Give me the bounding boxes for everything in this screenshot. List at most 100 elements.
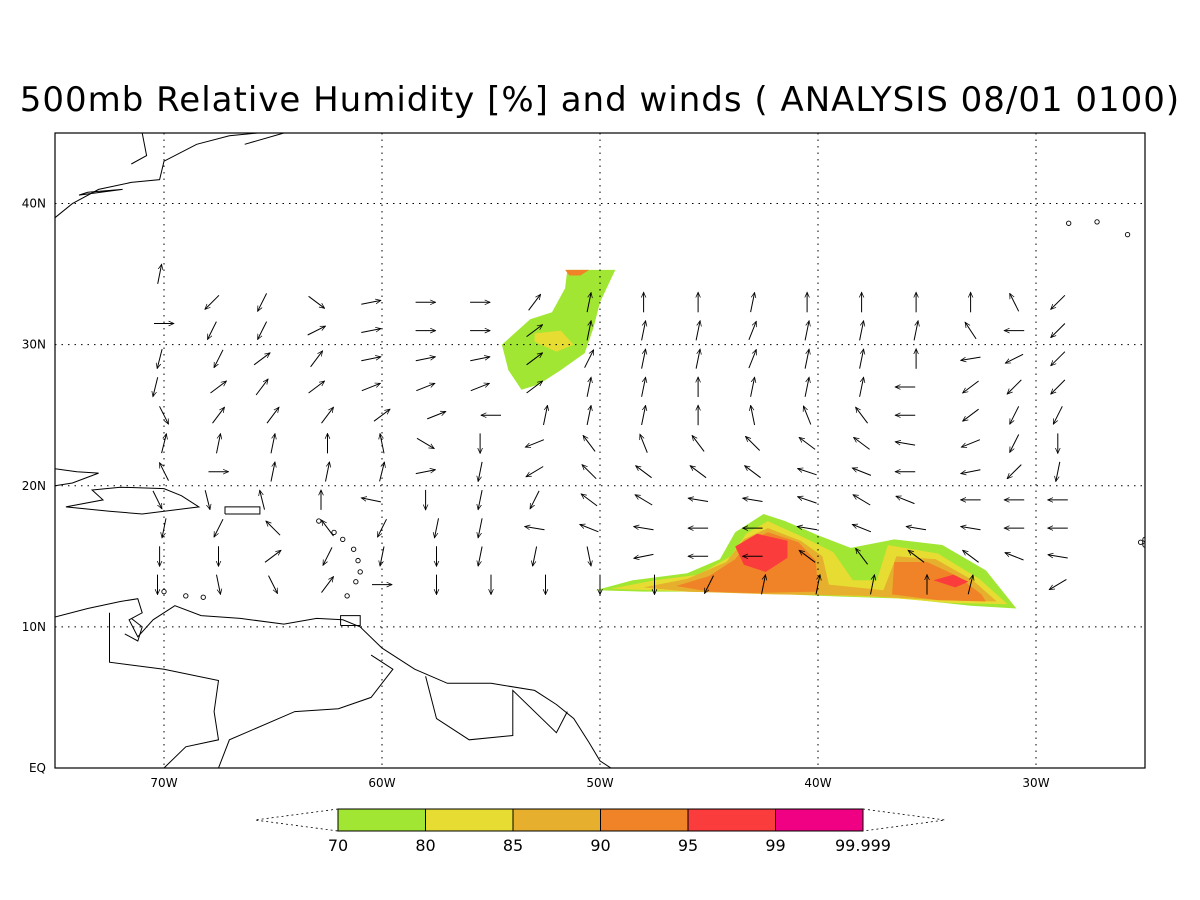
map-title: 500mb Relative Humidity [%] and winds ( … — [19, 80, 1181, 120]
wind-arrow — [270, 434, 275, 454]
wind-arrow — [1048, 555, 1068, 559]
axis-tick-labels: 40N 30N 20N 10N EQ 70W 60W 50W 40W 30W — [22, 197, 1050, 790]
wind-arrow — [1007, 379, 1022, 394]
wind-arrow — [526, 353, 543, 366]
island-azores — [1094, 219, 1100, 225]
wind-vector-layer — [153, 264, 1068, 594]
wind-arrow — [856, 548, 868, 565]
island-leeward-islands — [351, 546, 357, 552]
wind-arrow — [213, 518, 224, 537]
wind-arrow — [815, 575, 820, 595]
wind-arrow — [798, 497, 817, 504]
wind-arrow — [695, 349, 700, 369]
lat-lon-grid — [55, 133, 1145, 768]
wind-arrow — [908, 550, 925, 563]
colorbar-low-extension — [254, 808, 339, 832]
island-abc-islands — [161, 588, 167, 595]
wind-arrow — [634, 527, 654, 531]
island-abc-islands — [200, 594, 206, 600]
wind-arrow — [761, 575, 766, 595]
island-azores — [1066, 220, 1072, 226]
colorbar-label: 99 — [765, 836, 785, 855]
wind-arrow — [870, 575, 875, 595]
wind-arrow — [641, 321, 646, 341]
wind-arrow — [586, 405, 591, 426]
humidity-area-south-band-95-east — [933, 574, 969, 588]
lat-tick-label: 40N — [22, 197, 46, 211]
coastline-maracaibo — [124, 618, 143, 642]
wind-arrow — [859, 321, 864, 341]
wind-arrow — [803, 406, 812, 425]
wind-arrow — [1056, 461, 1061, 482]
map-frame — [54, 132, 1146, 769]
wind-arrow — [266, 521, 281, 536]
color-bar: 70 80 85 90 95 99 99.999 — [254, 808, 946, 855]
wind-arrow — [205, 294, 220, 309]
wind-arrow — [361, 383, 381, 392]
humidity-area-north-patch-mid — [534, 330, 574, 352]
wind-arrow — [525, 439, 545, 448]
wind-arrow — [1007, 464, 1022, 479]
wind-arrow — [859, 349, 864, 369]
wind-arrow — [804, 321, 809, 341]
wind-arrow — [961, 439, 981, 448]
colorbar-label: 99.999 — [835, 836, 891, 855]
wind-arrow — [264, 550, 281, 563]
wind-arrow — [748, 321, 756, 340]
lon-tick-label: 40W — [804, 776, 831, 790]
wind-arrow — [584, 350, 595, 368]
island-azores — [1124, 231, 1131, 238]
wind-arrow — [692, 435, 705, 452]
coastline-puerto-rico — [224, 506, 261, 515]
wind-arrow — [325, 462, 330, 482]
lon-tick-label: 30W — [1022, 776, 1049, 790]
wind-arrow — [582, 465, 597, 480]
wind-arrow — [533, 546, 538, 567]
wind-arrow — [157, 348, 163, 368]
island-leeward-islands — [357, 569, 363, 575]
wind-arrow — [695, 321, 700, 341]
wind-arrow — [641, 405, 646, 426]
wind-arrow — [526, 325, 543, 338]
wind-arrow — [266, 407, 279, 424]
colorbar-label: 95 — [678, 836, 698, 855]
wind-arrow — [856, 407, 868, 424]
wind-arrow — [526, 466, 544, 477]
wind-arrow — [804, 377, 809, 397]
wind-arrow — [961, 469, 981, 474]
coastline-hispaniola — [65, 486, 201, 515]
wind-arrow — [961, 527, 981, 531]
wind-arrow — [1009, 434, 1020, 453]
wind-arrow — [253, 353, 270, 366]
wind-arrow — [799, 437, 816, 450]
wind-arrow — [361, 329, 381, 333]
wind-arrow — [852, 468, 872, 476]
island-leeward-islands — [344, 593, 350, 599]
wind-arrow — [906, 527, 927, 531]
wind-arrow — [270, 462, 275, 482]
wind-arrow — [580, 524, 599, 533]
wind-arrow — [854, 437, 870, 450]
wind-arrow — [748, 350, 756, 369]
wind-arrow — [797, 527, 818, 531]
wind-arrow — [435, 518, 439, 538]
wind-arrow — [745, 466, 761, 479]
coastline-long-island — [78, 188, 123, 196]
island-leeward-islands — [353, 579, 359, 585]
wind-arrow — [380, 434, 385, 454]
island-abc-islands — [183, 593, 189, 599]
wind-arrow — [361, 300, 381, 305]
wind-arrow — [641, 349, 646, 369]
wind-arrow — [688, 498, 709, 502]
wind-arrow — [961, 356, 981, 360]
wind-arrow — [583, 435, 596, 452]
colorbar-high-extension — [862, 808, 946, 832]
wind-arrow — [361, 357, 381, 362]
wind-arrow — [257, 293, 268, 311]
wind-arrow — [799, 550, 816, 563]
wind-arrow — [470, 357, 490, 362]
wind-arrow — [310, 351, 323, 368]
colorbar-swatch — [687, 808, 776, 832]
coastline-nova-scotia — [244, 133, 339, 145]
